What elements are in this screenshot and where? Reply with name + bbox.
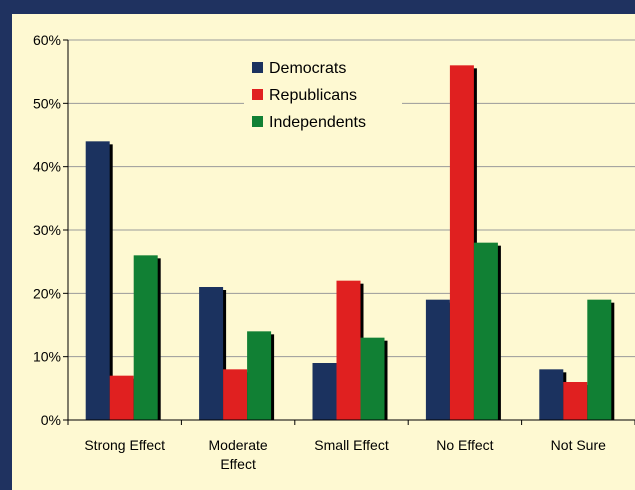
x-tick-label: No Effect (436, 437, 493, 453)
x-tick-label: Strong Effect (84, 437, 165, 453)
legend-swatch (252, 62, 263, 73)
bar-republicans (449, 65, 474, 421)
y-tick-label: 0% (41, 412, 61, 428)
y-tick-label: 40% (33, 159, 61, 175)
legend-label: Republicans (269, 87, 357, 104)
x-tick-label: Effect (220, 456, 256, 472)
y-tick-label: 60% (33, 32, 61, 48)
bar-independents (587, 299, 612, 420)
y-tick-label: 10% (33, 349, 61, 365)
bar-independents (360, 337, 385, 420)
bar-democrats (199, 287, 224, 420)
bar-republicans (336, 280, 361, 420)
x-tick-label: Not Sure (551, 437, 606, 453)
bar-independents (473, 242, 498, 420)
bar-republicans (563, 382, 588, 420)
y-tick-label: 50% (33, 95, 61, 111)
bar-democrats (85, 141, 110, 420)
legend-label: Independents (269, 114, 366, 131)
bar-democrats (539, 369, 564, 420)
chart-frame: 0% 10% 20% 30% 40% 50% 60% Strong Effect Moderat… (12, 14, 635, 490)
legend-box (244, 50, 402, 141)
legend-swatch (252, 89, 263, 100)
x-tick-label: Small Effect (314, 437, 389, 453)
bar-independents (247, 331, 272, 420)
bar-democrats (312, 363, 337, 420)
y-tick-label: 20% (33, 285, 61, 301)
legend-swatch (252, 116, 263, 127)
bar-independents (133, 255, 158, 420)
bar-chart: 0% 10% 20% 30% 40% 50% 60% Strong Effect Moderat… (33, 32, 635, 472)
legend-label: Democrats (269, 60, 346, 77)
y-tick-label: 30% (33, 222, 61, 238)
bar-republicans (109, 375, 134, 420)
x-tick-label: Moderate (209, 437, 268, 453)
bar-republicans (223, 369, 248, 420)
bar-democrats (425, 299, 450, 420)
